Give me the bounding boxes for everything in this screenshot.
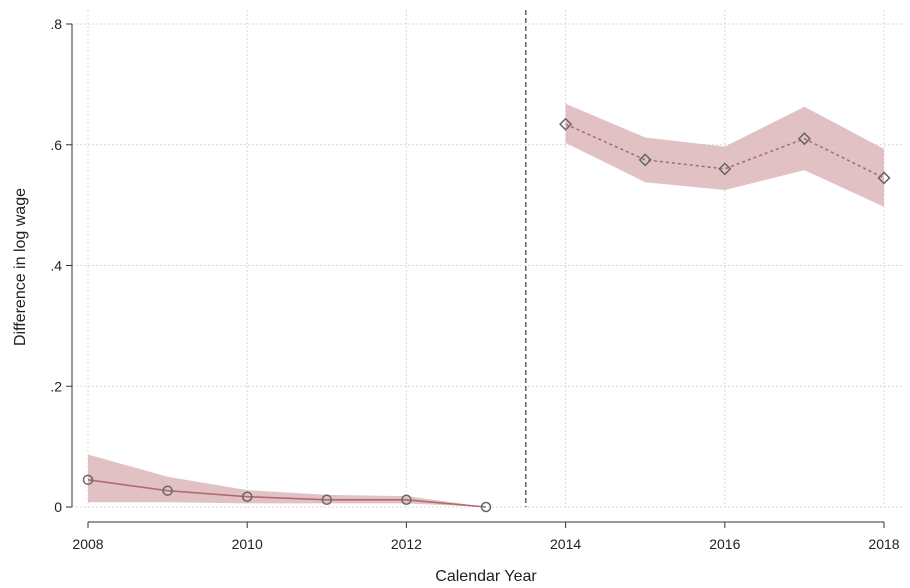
data-point-circle (82, 474, 94, 486)
x-tick-label: 2012 (391, 536, 422, 552)
confidence-bands (88, 103, 884, 507)
y-tick-label: 0 (54, 499, 62, 515)
y-tick-label: .6 (50, 137, 62, 153)
series-markers (82, 117, 891, 513)
data-point-circle (321, 494, 333, 506)
data-point-diamond (559, 117, 573, 131)
series-lines (87, 123, 885, 508)
y-tick-label: .8 (50, 16, 62, 32)
x-tick-label: 2010 (232, 536, 263, 552)
data-point-diamond (638, 153, 652, 167)
data-point-diamond (877, 171, 891, 185)
data-point-circle (241, 491, 253, 502)
x-tick-label: 2018 (868, 536, 899, 552)
series-line-2 (565, 123, 885, 179)
grid-layer (72, 10, 904, 508)
x-axis-title: Calendar Year (435, 568, 537, 585)
data-point-circle (480, 501, 492, 513)
y-axis-title: Difference in log wage (12, 188, 29, 346)
x-tick-label: 2016 (709, 536, 740, 552)
x-tick-label: 2014 (550, 536, 581, 552)
confidence-band-2 (565, 103, 884, 207)
data-point-circle (401, 494, 412, 506)
y-tick-label: .2 (50, 378, 62, 394)
data-point-diamond (797, 132, 811, 146)
y-tick-label: .4 (50, 258, 62, 274)
data-point-diamond (718, 162, 732, 176)
data-point-circle (162, 485, 173, 496)
series-line-1 (87, 479, 487, 508)
x-tick-label: 2008 (72, 536, 103, 552)
axes: 0 .2 .4 .6 .8 2008 2010 2012 2014 2016 2018 (50, 16, 899, 552)
confidence-band-1 (88, 454, 486, 507)
